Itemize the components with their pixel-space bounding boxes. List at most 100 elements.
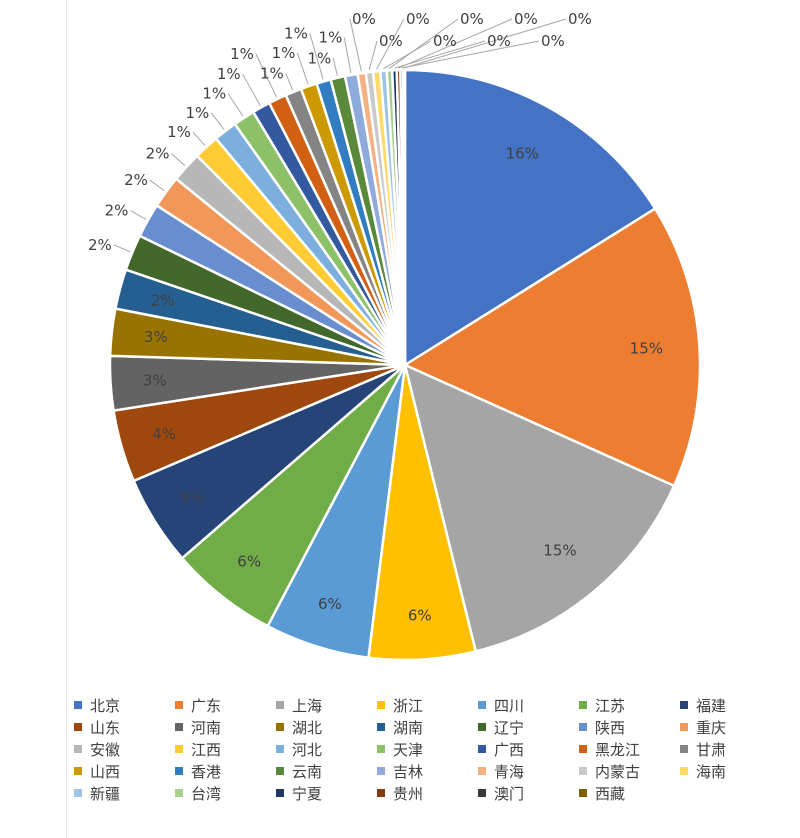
- legend-label: 辽宁: [494, 718, 525, 737]
- legend-label: 甘肃: [696, 740, 727, 759]
- legend-item: 云南: [272, 761, 373, 781]
- legend-item: 浙江: [373, 695, 474, 715]
- legend-label: 福建: [696, 696, 727, 715]
- legend-item: 河南: [171, 717, 272, 737]
- data-label-32: 0%: [541, 32, 565, 50]
- legend-swatch: [175, 701, 183, 709]
- legend-swatch: [377, 701, 385, 709]
- legend-item: 陕西: [575, 717, 676, 737]
- data-label-12: 2%: [105, 202, 129, 220]
- legend-label: 四川: [494, 696, 525, 715]
- legend-label: 江苏: [595, 696, 626, 715]
- legend-item: 澳门: [474, 783, 575, 803]
- data-label-33: 0%: [568, 10, 592, 28]
- pie-slice-1: [402, 206, 702, 488]
- data-label-3: 6%: [408, 606, 432, 624]
- legend-label: 陕西: [595, 718, 626, 737]
- legend-item: 宁夏: [272, 783, 373, 803]
- legend-item: 湖北: [272, 717, 373, 737]
- leader-line-14: [171, 153, 186, 167]
- leader-line-27: [376, 18, 405, 70]
- legend-swatch: [175, 767, 183, 775]
- leader-line-29: [389, 18, 459, 69]
- legend-item: 西藏: [575, 783, 676, 803]
- leader-line-22: [309, 33, 324, 80]
- legend-swatch: [680, 767, 688, 775]
- leader-line-12: [130, 210, 147, 220]
- legend-label: 青海: [494, 762, 525, 781]
- data-label-8: 3%: [143, 372, 167, 390]
- legend-label: 河北: [292, 740, 323, 759]
- data-label-24: 1%: [319, 29, 343, 47]
- data-label-11: 2%: [88, 236, 112, 254]
- leader-line-13: [149, 179, 165, 192]
- data-label-30: 0%: [487, 32, 511, 50]
- legend-swatch: [377, 767, 385, 775]
- legend-label: 浙江: [393, 696, 424, 715]
- legend-swatch: [478, 723, 486, 731]
- data-label-16: 1%: [185, 104, 209, 122]
- legend-label: 重庆: [696, 718, 727, 737]
- data-label-27: 0%: [406, 10, 430, 28]
- legend-swatch: [276, 701, 284, 709]
- leader-line-20: [285, 73, 294, 91]
- data-label-9: 3%: [144, 328, 168, 346]
- legend-label: 天津: [393, 740, 424, 759]
- data-label-20: 1%: [260, 64, 284, 82]
- leader-line-18: [242, 73, 261, 106]
- legend-swatch: [478, 745, 486, 753]
- legend-item: 河北: [272, 739, 373, 759]
- data-label-7: 4%: [152, 425, 176, 443]
- legend-item: 广西: [474, 739, 575, 759]
- legend: 北京 广东 上海 浙江 四川 江苏 福建 山东 河南 湖北 湖南 辽宁 陕西 重庆 安徽 江西 河北 天津 广西 黑龙…: [70, 695, 800, 803]
- legend-swatch: [175, 789, 183, 797]
- legend-swatch: [478, 767, 486, 775]
- data-label-6: 5%: [180, 489, 204, 507]
- data-label-23: 1%: [307, 49, 331, 67]
- data-label-10: 2%: [151, 291, 175, 309]
- legend-item: 山东: [70, 717, 171, 737]
- legend-swatch: [175, 723, 183, 731]
- legend-swatch: [579, 767, 587, 775]
- leader-line-25: [349, 18, 362, 72]
- legend-label: 西藏: [595, 784, 626, 803]
- data-label-14: 2%: [146, 145, 170, 163]
- legend-label: 广西: [494, 740, 525, 759]
- legend-label: 贵州: [393, 784, 424, 803]
- data-label-19: 1%: [230, 45, 254, 63]
- data-label-29: 0%: [460, 10, 484, 28]
- legend-label: 新疆: [90, 784, 121, 803]
- legend-swatch: [680, 723, 688, 731]
- leader-line-32: [401, 40, 540, 69]
- legend-label: 山东: [90, 718, 121, 737]
- data-label-28: 0%: [433, 32, 457, 50]
- legend-item: 黑龙江: [575, 739, 676, 759]
- legend-item: 天津: [373, 739, 474, 759]
- legend-swatch: [276, 745, 284, 753]
- legend-item: 山西: [70, 761, 171, 781]
- data-label-18: 1%: [217, 65, 241, 83]
- leader-line-21: [296, 52, 309, 85]
- legend-swatch: [276, 767, 284, 775]
- legend-item: 广东: [171, 695, 272, 715]
- data-label-31: 0%: [514, 10, 538, 28]
- legend-label: 安徽: [90, 740, 121, 759]
- legend-swatch: [74, 701, 82, 709]
- legend-swatch: [74, 789, 82, 797]
- legend-swatch: [377, 723, 385, 731]
- leader-line-26: [368, 40, 378, 71]
- legend-swatch: [175, 745, 183, 753]
- legend-swatch: [276, 723, 284, 731]
- legend-label: 广东: [191, 696, 222, 715]
- legend-swatch: [478, 789, 486, 797]
- legend-item: 台湾: [171, 783, 272, 803]
- data-label-25: 0%: [352, 10, 376, 28]
- leader-line-11: [113, 244, 131, 253]
- data-label-4: 6%: [318, 595, 342, 613]
- legend-label: 湖南: [393, 718, 424, 737]
- leader-line-28: [383, 40, 432, 70]
- data-label-5: 6%: [237, 552, 261, 570]
- legend-swatch: [579, 723, 587, 731]
- data-label-26: 0%: [379, 32, 403, 50]
